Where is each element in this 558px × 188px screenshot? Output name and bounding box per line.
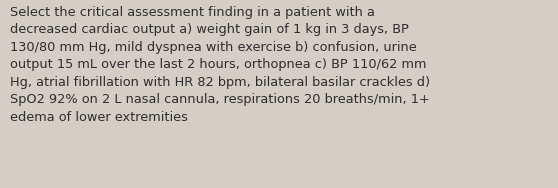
Text: Select the critical assessment finding in a patient with a
decreased cardiac out: Select the critical assessment finding i… <box>10 6 430 124</box>
